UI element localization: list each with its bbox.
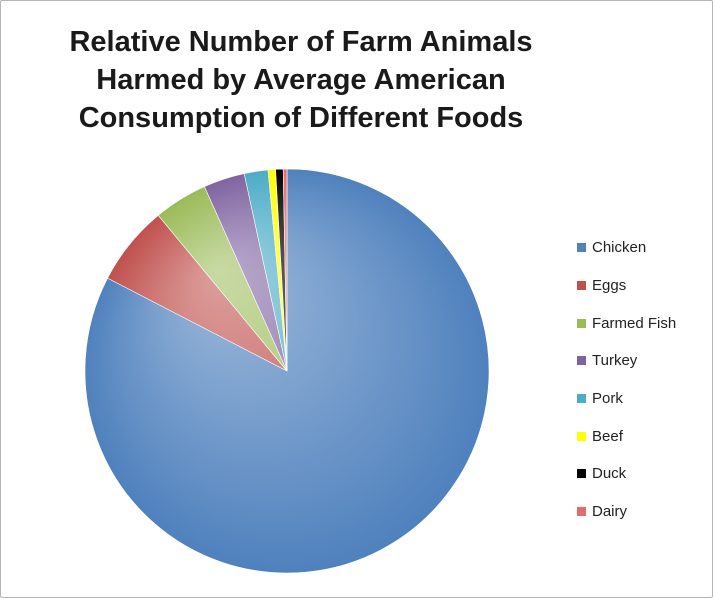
legend-item-chicken: Chicken xyxy=(577,229,676,267)
legend-label-duck: Duck xyxy=(592,465,627,483)
legend-item-turkey: Turkey xyxy=(577,342,676,380)
legend-item-dairy: Dairy xyxy=(577,493,676,531)
legend-item-eggs: Eggs xyxy=(577,267,676,305)
legend-swatch-chicken xyxy=(577,243,586,253)
legend-swatch-farmed-fish xyxy=(577,318,586,328)
legend-swatch-pork xyxy=(577,394,586,404)
chart-title-line-1: Relative Number of Farm Animals xyxy=(69,26,533,58)
legend-swatch-dairy xyxy=(577,507,586,517)
legend-swatch-eggs xyxy=(577,281,586,291)
pie-slice-dairy xyxy=(282,168,288,372)
legend-label-eggs: Eggs xyxy=(592,277,627,295)
legend-item-farmed-fish: Farmed Fish xyxy=(577,304,676,342)
legend-label-beef: Beef xyxy=(592,427,623,445)
legend-label-farmed-fish: Farmed Fish xyxy=(592,314,677,332)
chart-title: Relative Number of Farm Animals Harmed b… xyxy=(31,23,571,137)
chart-title-line-3: Consumption of Different Foods xyxy=(78,102,524,134)
legend-item-pork: Pork xyxy=(577,380,676,418)
pie-slices xyxy=(84,168,490,574)
legend-label-turkey: Turkey xyxy=(592,352,638,370)
legend-label-dairy: Dairy xyxy=(592,503,628,521)
legend-label-pork: Pork xyxy=(592,390,623,408)
legend: Chicken Eggs Farmed Fish Turkey Pork Beef Duck… xyxy=(577,229,676,531)
legend-swatch-beef xyxy=(577,431,586,441)
legend-label-chicken: Chicken xyxy=(592,239,647,257)
legend-swatch-duck xyxy=(577,469,586,479)
legend-item-beef: Beef xyxy=(577,417,676,455)
legend-item-duck: Duck xyxy=(577,455,676,493)
legend-swatch-turkey xyxy=(577,356,586,366)
chart-title-line-2: Harmed by Average American xyxy=(96,64,506,96)
